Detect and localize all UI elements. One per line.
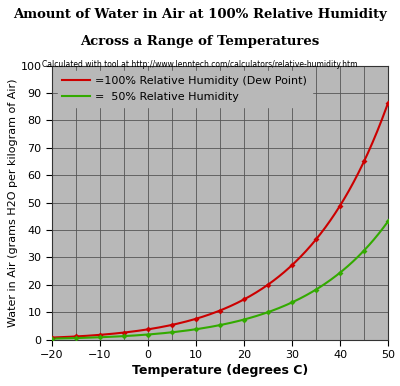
- Text: Calculated with tool at http://www.lenntech.com/calculators/relative-humidity.ht: Calculated with tool at http://www.lennt…: [42, 60, 358, 69]
- Legend: =100% Relative Humidity (Dew Point), =  50% Relative Humidity: =100% Relative Humidity (Dew Point), = 5…: [58, 71, 312, 107]
- Y-axis label: Water in Air (grams H2O per kilogram of Air): Water in Air (grams H2O per kilogram of …: [8, 78, 18, 327]
- Text: Amount of Water in Air at 100% Relative Humidity: Amount of Water in Air at 100% Relative …: [13, 8, 387, 21]
- Text: Across a Range of Temperatures: Across a Range of Temperatures: [80, 35, 320, 48]
- X-axis label: Temperature (degrees C): Temperature (degrees C): [132, 364, 308, 377]
